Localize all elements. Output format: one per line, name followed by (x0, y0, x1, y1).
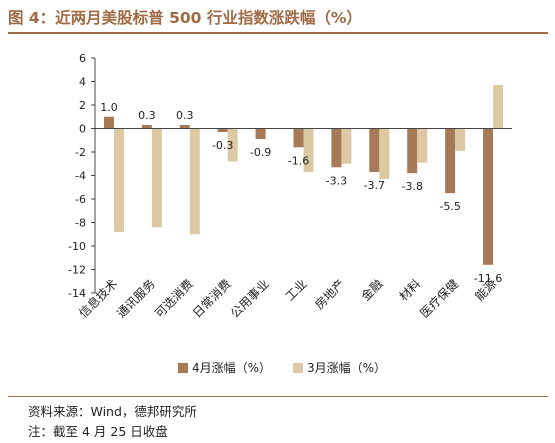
data-label: -3.8 (401, 180, 422, 193)
footer-divider (8, 396, 548, 397)
data-label: -1.6 (288, 154, 309, 167)
y-tick-label: -2 (75, 146, 86, 159)
bar-april (179, 124, 190, 129)
data-label: -0.9 (250, 146, 271, 159)
category-label: 可选消费 (152, 277, 196, 321)
data-label: -5.5 (439, 200, 460, 213)
bar-april (445, 128, 456, 194)
chart-title: 图 4：近两月美股标普 500 行业指数涨跌幅（%） (8, 9, 362, 27)
y-tick-label: 2 (79, 99, 86, 112)
bar-april (255, 128, 266, 140)
bar-march (151, 128, 162, 228)
bar-april (217, 128, 228, 133)
legend-swatch (178, 363, 188, 373)
bar-march (303, 128, 314, 172)
bar-april (331, 128, 342, 168)
category-label: 房地产 (311, 276, 347, 312)
y-tick-label: -6 (75, 193, 86, 206)
y-tick-label: -4 (75, 170, 86, 183)
y-tick-label: -8 (75, 217, 86, 230)
note-text: 注：截至 4 月 25 日收盘 (28, 424, 168, 439)
legend-label: 3月涨幅（%） (307, 360, 386, 375)
bar-april (483, 128, 494, 265)
data-label: 0.3 (138, 109, 156, 122)
bar-march (455, 128, 466, 151)
y-tick-label: -10 (68, 240, 86, 253)
data-label: 1.0 (100, 101, 118, 114)
data-label: -3.7 (364, 179, 385, 192)
bar-march (341, 128, 352, 164)
bar-april (293, 128, 304, 148)
y-tick-label: -14 (68, 287, 86, 300)
y-tick-label: -12 (68, 264, 86, 277)
bar-march (493, 85, 504, 129)
bar-march (417, 128, 428, 163)
legend-swatch (293, 363, 303, 373)
category-label: 通讯服务 (113, 276, 158, 321)
bar-april (407, 128, 418, 174)
bar-april (103, 116, 114, 129)
title-divider (8, 32, 548, 34)
category-label: 材料 (396, 277, 423, 304)
bar-march (189, 128, 200, 235)
bar-march (227, 128, 238, 162)
bar-march (379, 128, 390, 180)
data-label: -3.3 (326, 174, 347, 187)
data-label: -0.3 (212, 139, 233, 152)
category-label: 日常消费 (190, 277, 234, 321)
category-label: 公用事业 (228, 277, 272, 321)
category-label: 金融 (358, 276, 386, 304)
bar-april (141, 124, 152, 129)
bar-march (113, 128, 124, 232)
bar-chart: -14-12-10-8-6-4-202461.0信息技术0.3通讯服务0.3可选… (68, 52, 512, 375)
bar-april (369, 128, 380, 172)
data-label: -11.6 (474, 272, 502, 285)
legend-label: 4月涨幅（%） (192, 360, 271, 375)
category-label: 工业 (283, 277, 310, 304)
category-label: 医疗保健 (417, 277, 461, 321)
data-label: 0.3 (176, 109, 194, 122)
y-tick-label: 6 (79, 52, 86, 65)
y-tick-label: 4 (79, 76, 86, 89)
source-text: 资料来源：Wind，德邦研究所 (28, 404, 197, 419)
y-tick-label: 0 (79, 123, 86, 136)
